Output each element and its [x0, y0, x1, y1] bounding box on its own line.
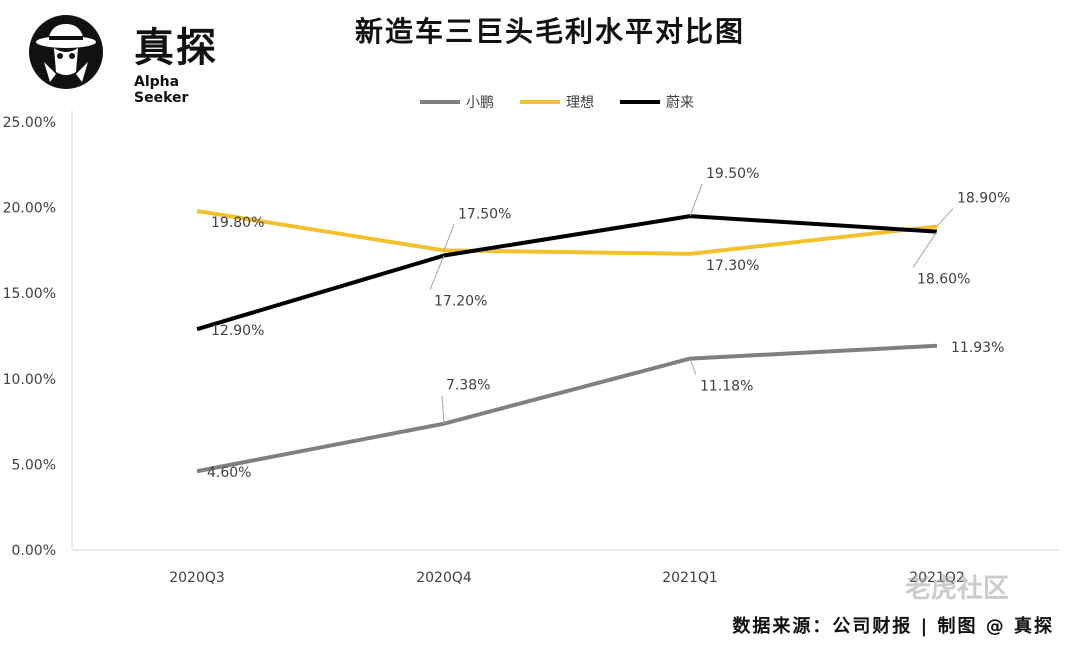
- data-label: 12.90%: [211, 323, 264, 339]
- y-tick-label: 15.00%: [3, 286, 56, 302]
- series-line: [196, 343, 938, 474]
- data-label: 18.90%: [957, 190, 1010, 206]
- y-tick-label: 20.00%: [3, 201, 56, 217]
- chart-title: 新造车三巨头毛利水平对比图: [354, 15, 745, 48]
- watermark: 老虎社区: [905, 574, 1010, 604]
- data-label: 17.50%: [458, 206, 511, 222]
- x-tick-label: 2020Q3: [169, 570, 225, 586]
- y-tick-label: 0.00%: [12, 543, 56, 559]
- data-label: 11.93%: [951, 340, 1004, 356]
- y-tick-label: 5.00%: [12, 457, 56, 473]
- data-label-leader: [689, 358, 697, 375]
- data-label-leader: [936, 208, 954, 227]
- data-label-leader: [689, 183, 703, 217]
- brand-logo: 真探 Alpha Seeker: [26, 12, 226, 106]
- data-label: 17.20%: [434, 294, 487, 310]
- detective-hat-icon: [29, 15, 103, 89]
- y-tick-label: 25.00%: [3, 115, 56, 131]
- legend-label: 小鹏: [466, 95, 494, 111]
- y-tick-label: 10.00%: [3, 372, 56, 388]
- x-tick-label: 2021Q1: [662, 570, 718, 586]
- data-label: 19.80%: [211, 215, 264, 231]
- data-label: 4.60%: [207, 465, 251, 481]
- data-source-note: 数据来源：公司财报 | 制图 @ 真探: [732, 616, 1054, 637]
- series-line: [196, 209, 938, 256]
- data-label-leader: [912, 231, 938, 268]
- brand-name: 真探: [134, 24, 218, 71]
- series-line: [196, 214, 938, 332]
- data-label-leader: [441, 395, 445, 424]
- data-label: 17.30%: [706, 258, 759, 274]
- data-label-leader: [443, 224, 455, 251]
- brand-subtitle: Alpha Seeker: [134, 74, 189, 106]
- data-label: 11.18%: [700, 379, 753, 395]
- data-label: 7.38%: [446, 378, 490, 394]
- data-label: 19.50%: [706, 166, 759, 182]
- x-tick-label: 2020Q4: [416, 570, 472, 586]
- data-label-leader: [429, 255, 445, 290]
- data-label: 18.60%: [917, 272, 970, 288]
- legend-label: 理想: [566, 95, 594, 111]
- x-tick-label: 2021Q2: [909, 570, 965, 586]
- legend-label: 蔚来: [666, 95, 694, 111]
